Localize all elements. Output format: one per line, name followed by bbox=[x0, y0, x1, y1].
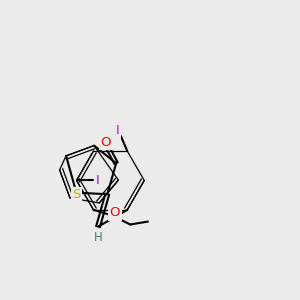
Text: O: O bbox=[110, 206, 120, 219]
Text: S: S bbox=[72, 188, 81, 201]
Text: I: I bbox=[116, 124, 120, 137]
Text: O: O bbox=[100, 136, 111, 148]
Text: H: H bbox=[94, 230, 102, 244]
Text: I: I bbox=[96, 174, 100, 187]
